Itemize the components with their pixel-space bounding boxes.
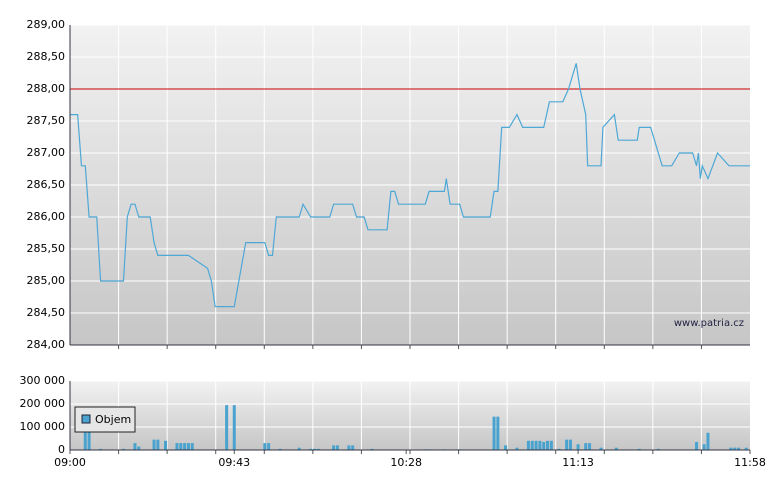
y-tick-label: 200 000 [20, 397, 66, 410]
volume-bar [546, 440, 550, 450]
volume-bar [137, 446, 141, 450]
y-tick-label: 285,50 [27, 242, 66, 255]
volume-bar [156, 439, 160, 450]
volume-bar [335, 445, 339, 450]
volume-bar [542, 441, 546, 450]
y-tick-label: 286,50 [27, 178, 66, 191]
volume-bar [351, 445, 355, 450]
volume-bar [744, 447, 748, 450]
volume-bar [179, 443, 183, 450]
volume-bar [186, 443, 190, 450]
volume-bar [534, 440, 538, 450]
volume-bar [332, 445, 336, 450]
volume-bar [496, 416, 500, 450]
volume-bar [267, 443, 271, 450]
volume-bar [584, 443, 588, 450]
volume-bar [733, 447, 737, 450]
legend-label: Objem [95, 413, 131, 426]
y-tick-label: 284,00 [27, 338, 66, 351]
volume-bar [152, 439, 156, 450]
y-tick-label: 285,00 [27, 274, 66, 287]
volume-bar [515, 447, 519, 450]
volume-bar [706, 432, 710, 450]
x-tick-label: 11:58 [734, 456, 766, 469]
volume-bar [347, 445, 351, 450]
y-tick-label: 287,00 [27, 146, 66, 159]
volume-bar [263, 443, 267, 450]
volume-bar [637, 448, 641, 450]
y-tick-label: 289,00 [27, 18, 66, 31]
volume-bar [656, 448, 660, 450]
y-tick-label: 0 [58, 443, 65, 456]
volume-bar [316, 448, 320, 450]
y-tick-label: 287,50 [27, 114, 66, 127]
volume-bar [370, 448, 374, 450]
watermark: www.patria.cz [674, 318, 744, 329]
volume-bar [164, 440, 168, 450]
volume-bar [190, 443, 194, 450]
legend-swatch [81, 414, 91, 424]
volume-bar [297, 447, 301, 450]
price-line [70, 63, 750, 308]
volume-bar [526, 440, 530, 450]
y-tick-label: 286,00 [27, 210, 66, 223]
volume-bar [504, 445, 508, 450]
x-tick-label: 10:28 [390, 456, 422, 469]
volume-bar [576, 444, 580, 450]
volume-bar [538, 440, 542, 450]
volume-bar [599, 447, 603, 450]
volume-bar [121, 448, 125, 450]
x-tick-label: 09:00 [54, 456, 86, 469]
volume-bar [614, 447, 618, 450]
volume-bar [702, 444, 706, 450]
legend-box [74, 406, 136, 433]
volume-bar [309, 448, 313, 450]
volume-bar [549, 440, 553, 450]
volume-bar [588, 443, 592, 450]
volume-bar [492, 416, 496, 450]
volume-bar [183, 443, 187, 450]
volume-bar [557, 448, 561, 450]
y-tick-label: 288,50 [27, 50, 66, 63]
volume-bar [175, 443, 179, 450]
y-tick-label: 284,50 [27, 306, 66, 319]
volume-bar [568, 439, 572, 450]
y-tick-label: 300 000 [20, 374, 66, 387]
volume-bar [729, 447, 733, 450]
volume-bar [232, 405, 236, 450]
y-tick-label: 100 000 [20, 420, 66, 433]
volume-bar [695, 441, 699, 450]
volume-bar [133, 443, 137, 450]
volume-bar [312, 448, 316, 450]
volume-bar [99, 448, 103, 450]
volume-bar [225, 405, 229, 450]
volume-bar [530, 440, 534, 450]
volume-bar [737, 447, 741, 450]
volume-bar [565, 439, 569, 450]
x-tick-label: 11:13 [562, 456, 594, 469]
x-tick-label: 09:43 [218, 456, 250, 469]
y-tick-label: 288,00 [27, 82, 66, 95]
volume-bar [278, 448, 282, 450]
